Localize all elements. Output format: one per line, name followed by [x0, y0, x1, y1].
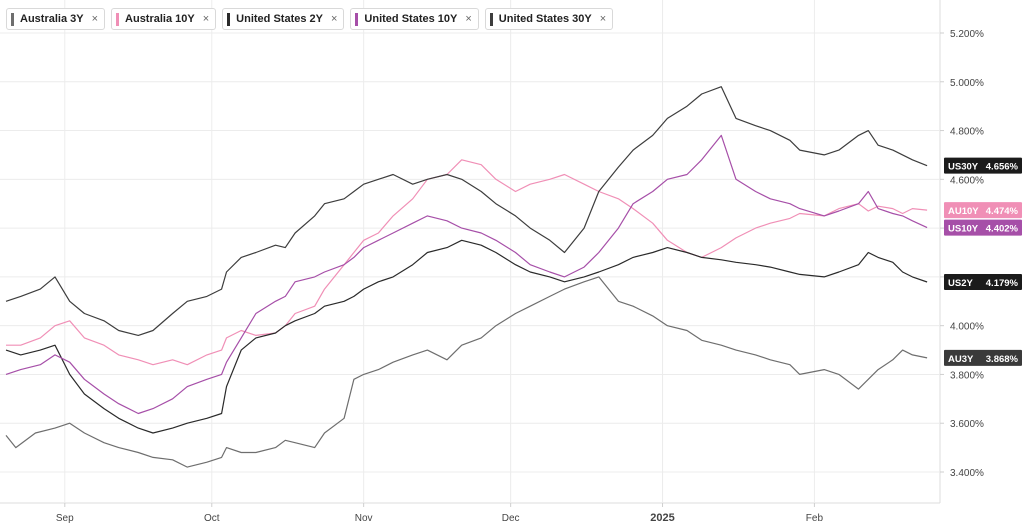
y-tick-label: 5.000%	[950, 78, 984, 89]
legend: Australia 3Y × Australia 10Y × United States…	[6, 8, 614, 30]
tag-name: AU3Y	[948, 354, 974, 365]
tag-name: US30Y	[948, 162, 979, 173]
x-tick-label: Feb	[806, 513, 824, 524]
series-line-us10y	[5, 134, 928, 415]
tag-name: US10Y	[948, 224, 979, 235]
y-tick-label: 3.800%	[950, 370, 984, 381]
close-icon[interactable]: ×	[599, 13, 607, 25]
tag-au10y: AU10Y 4.474%	[944, 202, 1022, 219]
legend-chip-au10y[interactable]: Australia 10Y ×	[111, 8, 217, 30]
y-tick-label: 3.400%	[950, 468, 984, 479]
series-line-us30y	[5, 86, 928, 336]
y-tick-label: 3.600%	[950, 419, 984, 430]
tag-value: 4.179%	[986, 278, 1019, 289]
legend-swatch	[116, 12, 120, 26]
tag-name: US2Y	[948, 278, 973, 289]
tag-bg	[944, 219, 1022, 236]
x-tick-label: Oct	[204, 513, 220, 524]
tag-name: AU10Y	[948, 206, 979, 217]
y-axis: 3.400%3.600%3.800%4.000%4.200%4.400%4.60…	[940, 29, 984, 479]
tag-us30y: US30Y 4.656%	[944, 157, 1022, 174]
close-icon[interactable]: ×	[91, 13, 99, 25]
x-axis: Sep Oct Nov Dec 2025 Feb	[56, 503, 824, 524]
tag-value: 4.402%	[986, 224, 1019, 235]
legend-swatch	[489, 12, 493, 26]
tag-bg	[944, 202, 1022, 219]
legend-label: United States 2Y	[236, 13, 323, 25]
close-icon[interactable]: ×	[330, 13, 338, 25]
x-tick-label: Nov	[355, 513, 373, 524]
tag-bg	[944, 274, 1022, 291]
tag-us10y: US10Y 4.402%	[944, 219, 1022, 236]
legend-swatch	[227, 12, 231, 26]
tag-bg	[944, 349, 1022, 366]
legend-swatch	[355, 12, 359, 26]
legend-chip-au3y[interactable]: Australia 3Y ×	[6, 8, 106, 30]
series-lines	[5, 86, 928, 468]
legend-label: United States 30Y	[498, 13, 592, 25]
tag-bg	[944, 157, 1022, 174]
y-tick-label: 4.000%	[950, 322, 984, 333]
x-tick-label: 2025	[650, 512, 674, 524]
series-line-us2y	[5, 239, 928, 434]
series-line-au10y	[6, 159, 928, 366]
legend-chip-us30y[interactable]: United States 30Y ×	[484, 8, 614, 30]
grid	[0, 0, 941, 504]
tag-au3y: AU3Y 3.868%	[944, 349, 1022, 366]
y-tick-label: 5.200%	[950, 29, 984, 40]
close-icon[interactable]: ×	[465, 13, 472, 25]
legend-label: United States 10Y	[364, 13, 458, 25]
tag-value: 3.868%	[986, 354, 1019, 365]
tag-value: 4.656%	[986, 162, 1019, 173]
legend-swatch	[11, 12, 14, 26]
last-value-tags: AU3Y 3.868% AU10Y 4.474% US2Y 4.179% US10Y 4.40…	[944, 157, 1022, 366]
legend-label: Australia 10Y	[125, 13, 195, 25]
tag-value: 4.474%	[986, 206, 1019, 217]
legend-chip-us10y[interactable]: United States 10Y ×	[350, 8, 479, 30]
x-tick-label: Sep	[56, 513, 74, 524]
legend-chip-us2y[interactable]: United States 2Y ×	[222, 8, 345, 30]
y-tick-label: 4.600%	[950, 175, 984, 186]
legend-label: Australia 3Y	[20, 13, 84, 25]
x-tick-label: Dec	[502, 513, 520, 524]
tag-us2y: US2Y 4.179%	[944, 274, 1022, 291]
close-icon[interactable]: ×	[202, 13, 210, 25]
y-tick-label: 4.800%	[950, 127, 984, 138]
series-line-au3y	[5, 276, 928, 468]
